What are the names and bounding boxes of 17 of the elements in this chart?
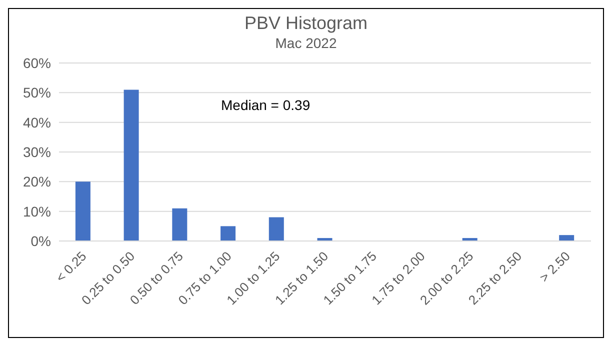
y-tick-label: 0% — [30, 232, 51, 249]
bar — [75, 182, 90, 241]
chart-subtitle: Mac 2022 — [274, 35, 338, 51]
bar — [268, 217, 284, 241]
bar — [124, 90, 139, 241]
bar — [172, 208, 188, 241]
x-tick-label: < 0.25 — [52, 248, 90, 285]
y-tick-label: 60% — [22, 54, 51, 71]
y-tick-label: 40% — [22, 114, 51, 130]
chart-title: PBV Histogram — [243, 13, 369, 34]
bar — [559, 235, 574, 241]
y-tick-label: 50% — [22, 84, 51, 101]
y-tick-label: 30% — [22, 144, 51, 160]
annotation: Median = 0.39 — [221, 97, 310, 113]
bar — [220, 226, 236, 241]
y-tick-label: 20% — [22, 174, 51, 190]
y-tick-label: 10% — [22, 203, 51, 220]
